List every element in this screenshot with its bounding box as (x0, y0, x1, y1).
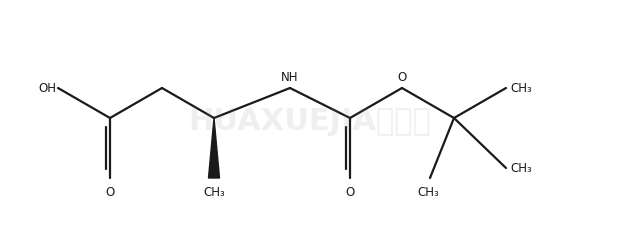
Text: HUAXUEJIA化学加: HUAXUEJIA化学加 (188, 108, 431, 136)
Polygon shape (209, 118, 220, 178)
Text: CH₃: CH₃ (510, 162, 532, 174)
Text: CH₃: CH₃ (417, 186, 439, 199)
Text: O: O (345, 186, 355, 199)
Text: OH: OH (38, 81, 56, 94)
Text: NH: NH (281, 71, 299, 84)
Text: O: O (397, 71, 407, 84)
Text: CH₃: CH₃ (203, 186, 225, 199)
Text: CH₃: CH₃ (510, 81, 532, 94)
Text: O: O (105, 186, 115, 199)
